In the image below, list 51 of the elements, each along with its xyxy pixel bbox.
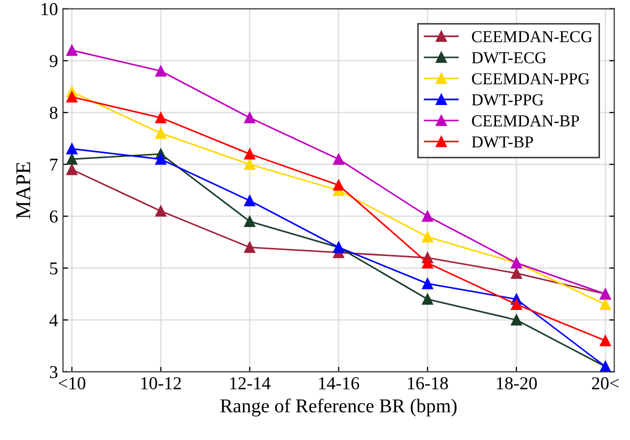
point	[244, 242, 256, 253]
y-tick-label: 10	[42, 3, 58, 16]
point	[600, 335, 611, 346]
legend-label: CEEMDAN-BP	[472, 115, 579, 126]
point	[244, 216, 256, 227]
legend-label: DWT-BP	[472, 136, 533, 148]
point	[333, 180, 344, 191]
point	[244, 112, 256, 124]
point	[66, 143, 78, 154]
point	[600, 298, 611, 310]
x-tick-label: 20<	[592, 377, 619, 390]
y-tick-label: 9	[50, 54, 58, 68]
point	[66, 164, 78, 176]
legend-label: CEEMDAN-ECG	[472, 31, 592, 42]
x-axis-title: Range of Reference BR (bpm)	[220, 398, 457, 416]
point	[244, 195, 256, 206]
x-tick-label: 18-20	[496, 377, 537, 390]
point	[422, 294, 434, 305]
point	[155, 65, 166, 77]
point	[333, 154, 344, 165]
legend-label: DWT-ECG	[472, 52, 546, 64]
point	[155, 112, 166, 124]
point	[66, 154, 78, 165]
x-tick-label: 14-16	[319, 377, 360, 390]
y-tick-label: 7	[50, 158, 58, 171]
y-tick-label: 3	[50, 366, 58, 378]
y-tick-label: 4	[49, 314, 58, 326]
point	[155, 205, 166, 217]
point	[510, 298, 522, 310]
point	[155, 154, 166, 165]
y-tick-label: 5	[50, 262, 58, 275]
point	[66, 91, 78, 103]
point	[510, 268, 522, 279]
point	[422, 257, 434, 268]
point	[422, 210, 434, 222]
x-tick-label: 10-12	[141, 377, 181, 390]
y-tick-label: 6	[50, 210, 58, 223]
y-axis-title: MAPE	[16, 162, 30, 219]
x-tick-label: <10	[58, 377, 86, 390]
legend-label: DWT-PPG	[472, 94, 544, 106]
point	[510, 314, 522, 326]
point	[244, 158, 256, 170]
legend-label: CEEMDAN-PPG	[472, 73, 590, 84]
point	[66, 44, 78, 56]
point	[244, 148, 256, 160]
point	[422, 231, 434, 243]
x-tick-label: 16-18	[408, 377, 448, 390]
point	[155, 128, 166, 139]
x-tick-label: 12-14	[230, 377, 270, 390]
y-tick-label: 8	[50, 106, 58, 119]
point	[422, 278, 434, 290]
